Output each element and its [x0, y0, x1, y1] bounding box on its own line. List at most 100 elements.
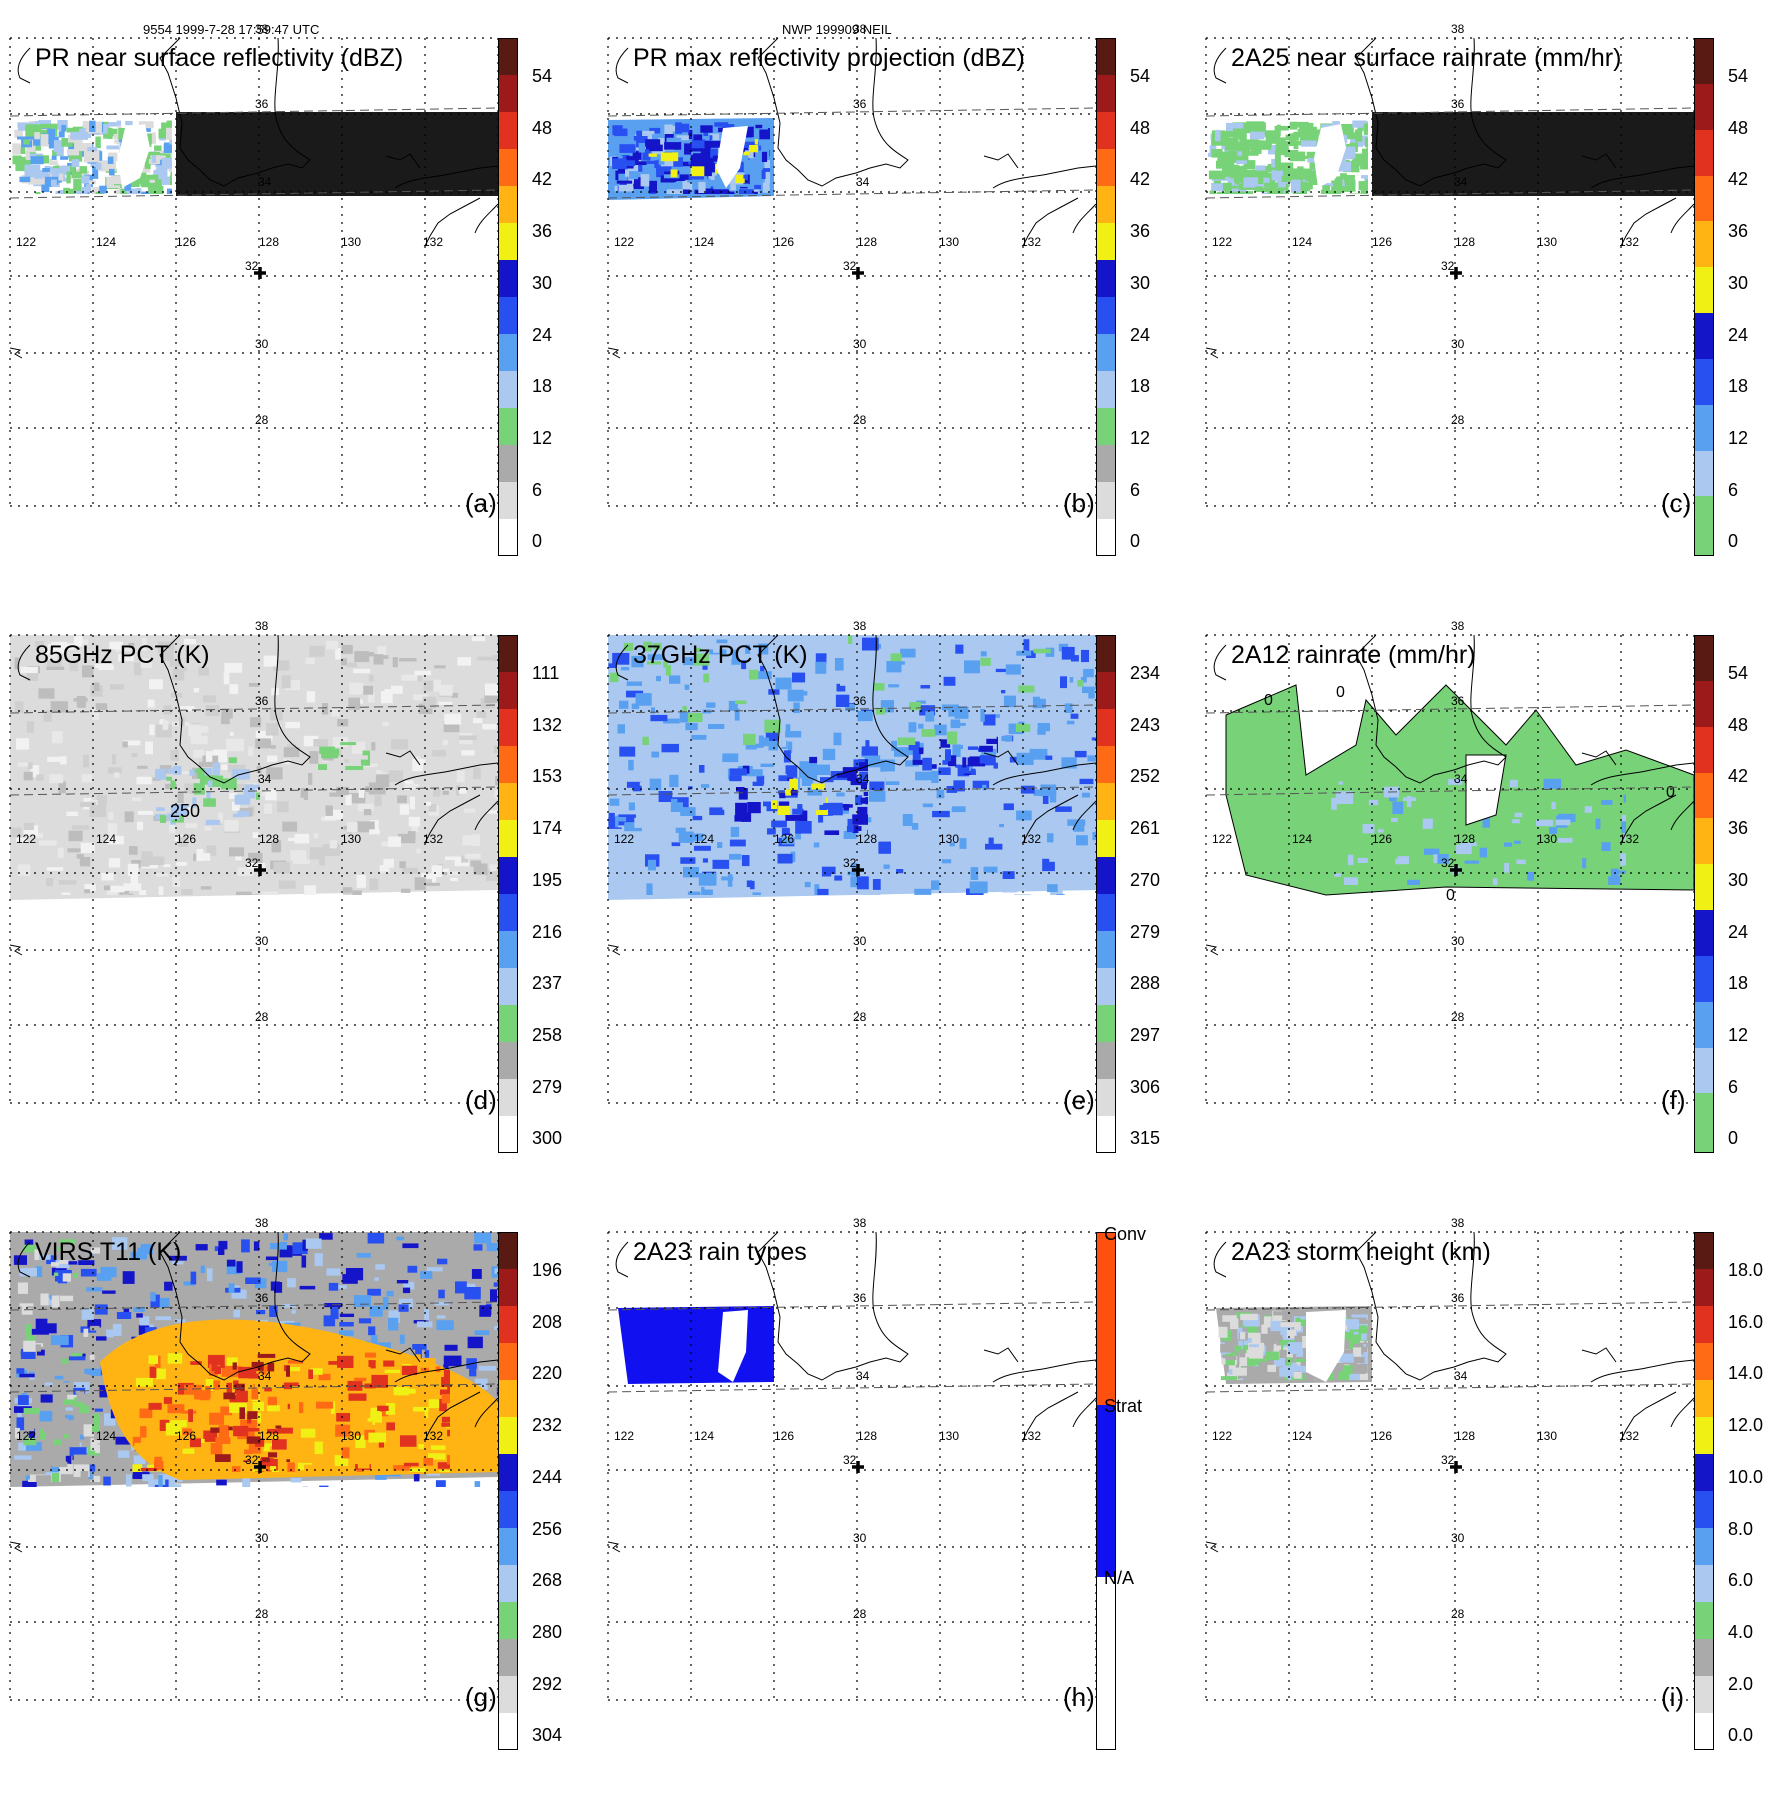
- colorbar-frame: [498, 38, 518, 556]
- panel-title: 2A12 rainrate (mm/hr): [1231, 641, 1476, 670]
- lat-label: 34: [856, 175, 870, 189]
- lon-label: 128: [857, 1429, 877, 1443]
- lat-label: 34: [258, 1369, 272, 1383]
- lat-label: 32: [1441, 856, 1455, 870]
- colorbar-tick: 256: [532, 1519, 562, 1540]
- contour-label: 0: [1446, 887, 1455, 904]
- panel-title: 37GHz PCT (K): [633, 641, 808, 670]
- colorbar-tick: 196: [532, 1260, 562, 1281]
- colorbar-frame: [1694, 1232, 1714, 1750]
- lon-label: 122: [1212, 1429, 1232, 1443]
- lon-label: 124: [694, 1429, 714, 1443]
- contour-label: 0: [1336, 684, 1345, 701]
- colorbar-tick: 280: [532, 1622, 562, 1643]
- colorbar-frame: [498, 635, 518, 1153]
- colorbar-frame: [1694, 635, 1714, 1153]
- panel-title: 85GHz PCT (K): [35, 641, 210, 670]
- lon-label: 124: [1292, 832, 1312, 846]
- colorbar-frame: [1694, 38, 1714, 556]
- colorbar-tick: 42: [1728, 169, 1748, 190]
- colorbar-tick: 12.0: [1728, 1415, 1763, 1436]
- lon-label: 124: [1292, 1429, 1312, 1443]
- lon-label: 128: [857, 235, 877, 249]
- lon-label: 126: [1372, 832, 1392, 846]
- colorbar-tick: 234: [1130, 663, 1160, 684]
- colorbar-tick: 30: [1130, 273, 1150, 294]
- colorbar-tick: 6: [532, 480, 542, 501]
- no-data-swath: [1372, 112, 1694, 196]
- colorbar-tick: 30: [1728, 870, 1748, 891]
- lat-label: 30: [255, 1531, 269, 1545]
- colorbar-tick: 54: [1728, 66, 1748, 87]
- colorbar-tick: 258: [532, 1025, 562, 1046]
- colorbar-tick: 8.0: [1728, 1519, 1753, 1540]
- lon-label: 132: [423, 1429, 443, 1443]
- colorbar-tick: 36: [532, 221, 552, 242]
- colorbar-tick: 297: [1130, 1025, 1160, 1046]
- panel-letter: (c): [1661, 488, 1691, 519]
- colorbar: [498, 635, 518, 1153]
- lon-label: 130: [341, 235, 361, 249]
- colorbar-tick: 243: [1130, 715, 1160, 736]
- lon-label: 122: [1212, 832, 1232, 846]
- lon-label: 122: [16, 832, 36, 846]
- colorbar-tick: 36: [1728, 818, 1748, 839]
- colorbar-tick: 6: [1130, 480, 1140, 501]
- colorbar-tick: 48: [1728, 715, 1748, 736]
- colorbar-tick: 36: [1130, 221, 1150, 242]
- lat-label: 30: [853, 337, 867, 351]
- lat-label: 28: [853, 413, 867, 427]
- lon-label: 128: [1455, 235, 1475, 249]
- lat-label: 36: [1451, 1291, 1465, 1305]
- colorbar-tick: 195: [532, 870, 562, 891]
- lon-label: 126: [774, 1429, 794, 1443]
- panel-letter: (a): [465, 488, 497, 519]
- lat-label: 32: [843, 856, 857, 870]
- lat-label: 38: [255, 1216, 269, 1230]
- lat-label: 28: [255, 413, 269, 427]
- colorbar-tick: 0: [1728, 1128, 1738, 1149]
- lon-label: 130: [939, 235, 959, 249]
- colorbar-tick: 300: [532, 1128, 562, 1149]
- lat-label: 34: [1454, 1369, 1468, 1383]
- panel-letter: (i): [1661, 1682, 1684, 1713]
- lat-label: 36: [255, 1291, 269, 1305]
- colorbar: [1694, 635, 1714, 1153]
- colorbar-tick: Strat: [1104, 1396, 1142, 1417]
- lat-label: 30: [255, 337, 269, 351]
- lat-label: 28: [853, 1010, 867, 1024]
- lat-label: 38: [255, 619, 269, 633]
- colorbar-tick: 42: [532, 169, 552, 190]
- colorbar-tick: N/A: [1104, 1568, 1134, 1589]
- colorbar-tick: 12: [1728, 1025, 1748, 1046]
- lat-label: 32: [245, 856, 259, 870]
- colorbar-frame: [1096, 635, 1116, 1153]
- lat-label: 34: [856, 772, 870, 786]
- colorbar-tick: 6: [1728, 1077, 1738, 1098]
- lat-label: 36: [853, 97, 867, 111]
- colorbar-tick: 237: [532, 973, 562, 994]
- lat-label: 28: [1451, 1607, 1465, 1621]
- lat-label: 36: [853, 694, 867, 708]
- lon-label: 132: [423, 235, 443, 249]
- panel-letter: (b): [1063, 488, 1095, 519]
- lat-label: 28: [255, 1607, 269, 1621]
- colorbar-tick: 24: [1130, 325, 1150, 346]
- lon-label: 132: [1021, 235, 1041, 249]
- lat-label: 36: [255, 694, 269, 708]
- lon-label: 122: [614, 832, 634, 846]
- lat-label: 32: [1441, 259, 1455, 273]
- colorbar-tick: 288: [1130, 973, 1160, 994]
- lon-label: 126: [1372, 1429, 1392, 1443]
- panel-letter: (e): [1063, 1085, 1095, 1116]
- panel-letter: (h): [1063, 1682, 1095, 1713]
- lat-label: 34: [1454, 772, 1468, 786]
- colorbar-tick: 0: [1130, 531, 1140, 552]
- colorbar-tick: 48: [1728, 118, 1748, 139]
- colorbar-frame: [1096, 1232, 1116, 1750]
